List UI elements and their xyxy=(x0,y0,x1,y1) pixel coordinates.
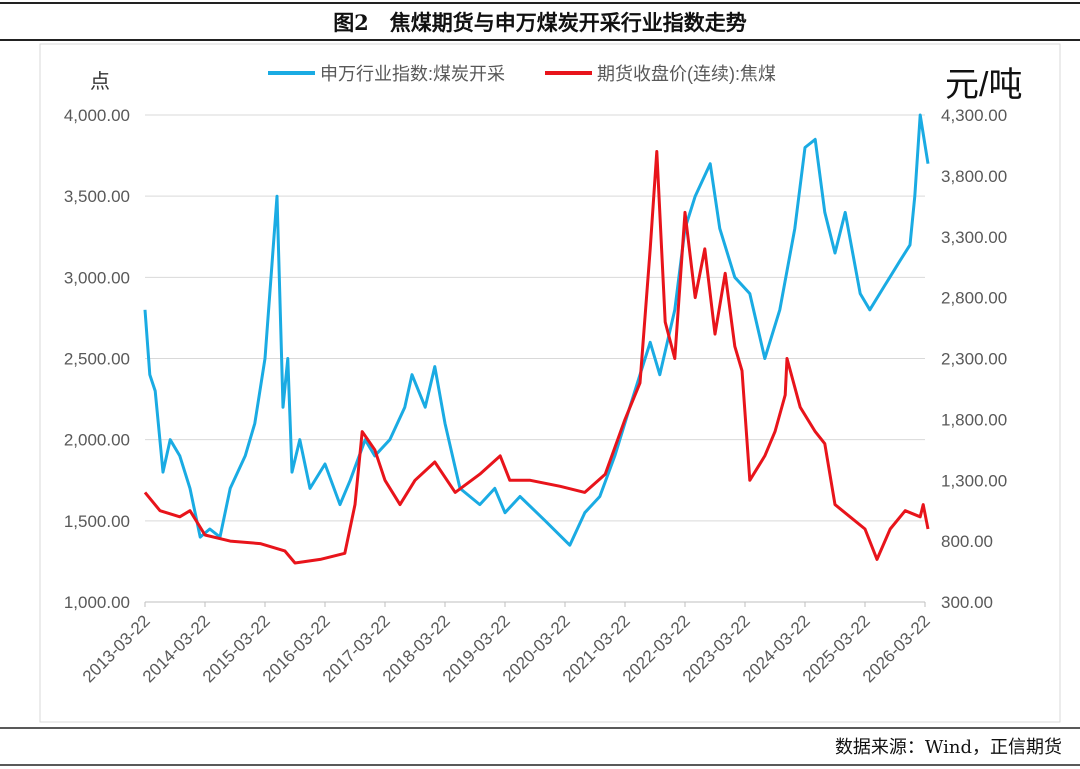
chart-title: 图2 焦煤期货与申万煤炭开采行业指数走势 xyxy=(333,10,747,35)
legend: 申万行业指数:煤炭开采 期货收盘价(连续):焦煤 xyxy=(268,64,776,84)
left-axis-unit: 点 xyxy=(90,70,110,93)
left-tick-label: 1,000.00 xyxy=(64,593,130,612)
coal-index-line xyxy=(143,113,930,547)
right-tick-label: 2,800.00 xyxy=(941,289,1007,308)
legend-label-index: 申万行业指数:煤炭开采 xyxy=(320,64,505,84)
left-tick-label: 3,500.00 xyxy=(64,187,130,206)
source-note: 数据来源：Wind，正信期货 xyxy=(835,737,1062,758)
right-tick-label: 1,300.00 xyxy=(941,471,1007,490)
right-tick-label: 1,800.00 xyxy=(941,410,1007,429)
right-tick-label: 4,300.00 xyxy=(941,106,1007,125)
legend-label-futures: 期货收盘价(连续):焦煤 xyxy=(597,64,776,84)
chart-frame xyxy=(39,43,1061,723)
right-tick-label: 800.00 xyxy=(941,532,993,551)
left-tick-label: 2,500.00 xyxy=(64,350,130,369)
futures-price-line xyxy=(143,150,930,565)
left-tick-label: 2,000.00 xyxy=(64,431,130,450)
right-tick-label: 300.00 xyxy=(941,593,993,612)
left-tick-label: 3,000.00 xyxy=(64,268,130,287)
right-axis-unit: 元/吨 xyxy=(945,66,1022,104)
right-tick-label: 3,300.00 xyxy=(941,228,1007,247)
left-tick-label: 1,500.00 xyxy=(64,512,130,531)
left-tick-label: 4,000.00 xyxy=(64,106,130,125)
right-tick-label: 3,800.00 xyxy=(941,167,1007,186)
right-tick-label: 2,300.00 xyxy=(941,350,1007,369)
